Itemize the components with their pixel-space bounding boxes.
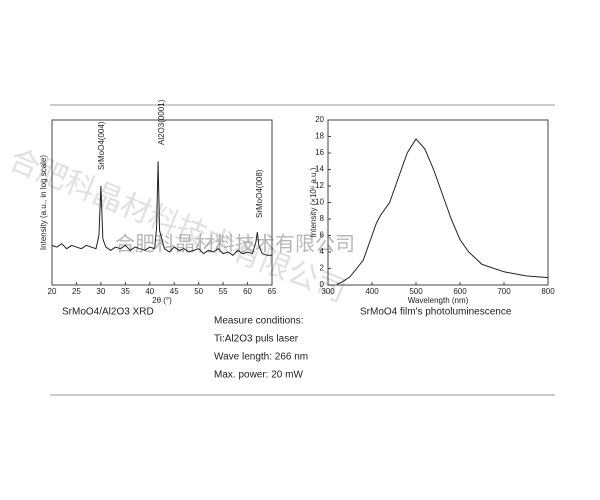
y-tick-label: 12 <box>315 181 324 190</box>
x-tick-label: 55 <box>219 287 228 296</box>
x-axis-label: 2θ (°) <box>152 296 172 305</box>
condition: Measure conditions: <box>214 316 304 327</box>
annotation: SrMoO4(008) <box>255 169 264 218</box>
annotation: SrMoO4(004) <box>97 121 106 170</box>
x-tick-label: 40 <box>145 287 154 296</box>
y-tick-label: 8 <box>320 214 325 223</box>
y-tick-label: 20 <box>315 115 324 124</box>
condition: Ti:Al2O3 puls laser <box>214 334 299 345</box>
x-tick-label: 50 <box>194 287 203 296</box>
y-axis-label: Intensity (×10⁶ a.u.) <box>309 167 318 237</box>
condition: Max. power: 20 mW <box>214 370 303 381</box>
x-tick-label: 500 <box>409 287 423 296</box>
line <box>336 138 549 285</box>
x-tick-label: 300 <box>321 287 335 296</box>
line <box>51 161 272 256</box>
plot-frame <box>51 119 273 286</box>
x-tick-label: 20 <box>48 287 57 296</box>
y-tick-label: 2 <box>320 264 325 273</box>
x-tick-label: 800 <box>541 287 555 296</box>
y-tick-label: 16 <box>315 148 324 157</box>
x-tick-label: 60 <box>243 287 252 296</box>
x-tick-label: 30 <box>96 287 105 296</box>
caption: SrMoO4 film's photoluminescence <box>360 307 512 318</box>
x-tick-label: 45 <box>170 287 179 296</box>
y-tick-label: 10 <box>315 198 324 207</box>
x-tick-label: 700 <box>497 287 511 296</box>
plot-frame <box>327 119 549 286</box>
y-tick-label: 4 <box>320 247 325 256</box>
x-axis-label: Wavelength (nm) <box>408 296 469 305</box>
x-tick-label: 25 <box>72 287 81 296</box>
y-tick-label: 0 <box>320 280 325 289</box>
y-axis-label: Intensity (a.u., in log scale) <box>39 155 48 250</box>
condition: Wave length: 266 nm <box>214 352 308 363</box>
x-tick-label: 35 <box>121 287 130 296</box>
caption: SrMoO4/Al2O3 XRD <box>62 307 154 318</box>
x-tick-label: 600 <box>453 287 467 296</box>
annotation: Al2O3(0001) <box>157 99 166 145</box>
x-tick-label: 400 <box>365 287 379 296</box>
x-tick-label: 65 <box>268 287 277 296</box>
y-tick-label: 6 <box>320 231 325 240</box>
y-tick-label: 14 <box>315 165 324 174</box>
y-tick-label: 18 <box>315 132 324 141</box>
watermark: 合肥科晶材料技术有限公司 <box>115 232 355 255</box>
